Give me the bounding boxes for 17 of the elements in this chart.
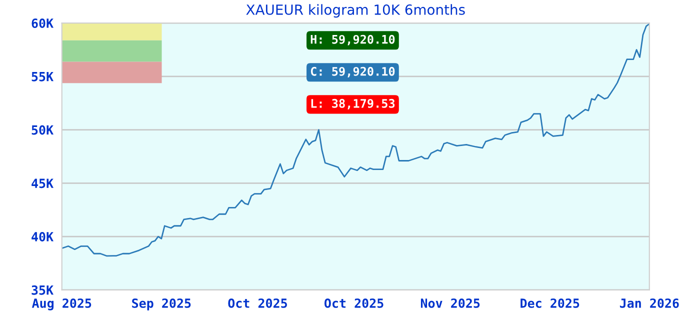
x-tick-label: Jan 2026	[620, 298, 679, 308]
x-tick-label: Nov 2025	[420, 298, 480, 308]
y-tick-label: 50K	[32, 125, 54, 135]
annotation: C: 59,920.10	[310, 66, 395, 78]
y-tick-label: 35K	[32, 285, 54, 295]
y-tick-label: 40K	[32, 232, 54, 242]
y-tick-label: 45K	[32, 178, 54, 188]
x-tick-label: Aug 2025	[32, 298, 92, 310]
x-tick-label: Oct 2025	[228, 298, 287, 308]
x-tick-label: Oct 2025	[324, 298, 384, 308]
annotation: L: 38,179.53	[311, 98, 395, 110]
y-tick-label: 55K	[32, 72, 54, 82]
y-tick-label: 60K	[32, 18, 54, 28]
chart-title: XAUEUR kilogram 10K 6months	[246, 4, 465, 18]
x-tick-label: Dec 2025	[520, 298, 580, 308]
annotation: H: 59,920.10	[310, 34, 395, 46]
x-tick-label: Sep 2025	[132, 298, 191, 310]
